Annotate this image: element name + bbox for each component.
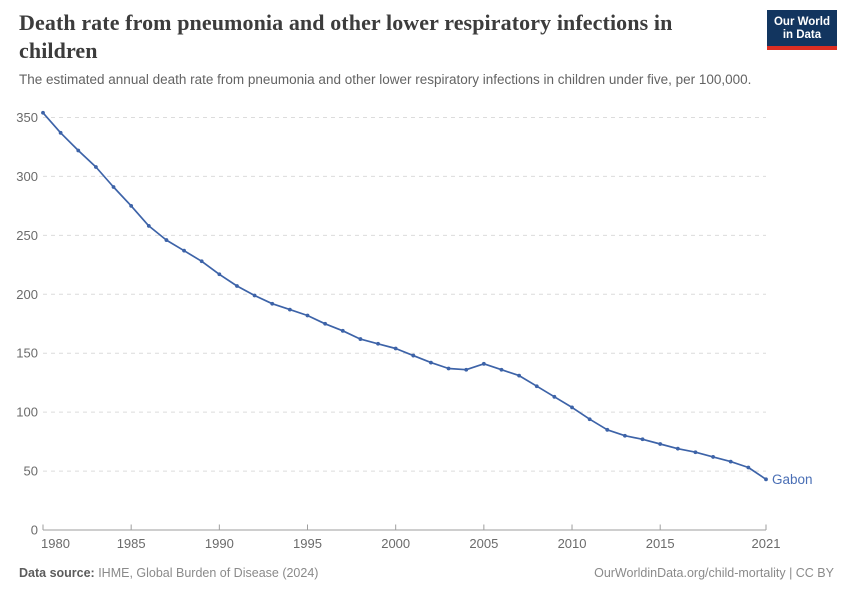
data-point-1996[interactable] [323,321,328,326]
y-tick-label-50: 50 [24,464,38,479]
credit-link[interactable]: OurWorldinData.org/child-mortality | CC … [594,566,834,580]
data-point-1986[interactable] [146,224,151,228]
data-point-2013[interactable] [623,433,627,438]
data-point-2010[interactable] [570,405,574,410]
data-point-2012[interactable] [605,427,610,432]
data-point-2001[interactable] [411,353,416,358]
x-tick-label-2000: 2000 [381,536,410,551]
y-tick-label-200: 200 [16,287,38,302]
data-point-2016[interactable] [675,446,680,451]
x-tick-label-2021: 2021 [752,536,781,551]
data-point-2017[interactable] [693,450,698,455]
x-tick-label-2005: 2005 [469,536,498,551]
data-point-1985[interactable] [129,203,134,208]
x-tick-label-1985: 1985 [117,536,146,551]
x-tick-label-1995: 1995 [293,536,322,551]
y-tick-label-250: 250 [16,228,38,243]
data-source-text: IHME, Global Burden of Disease (2024) [94,566,319,580]
data-point-2002[interactable] [429,360,433,365]
x-tick-label-1980: 1980 [41,536,70,551]
data-point-1999[interactable] [376,341,380,346]
y-tick-label-0: 0 [31,523,38,538]
logo-line-1: Our World [773,16,830,28]
chart-footer: Data source: IHME, Global Burden of Dise… [19,566,834,580]
data-point-1994[interactable] [287,307,292,312]
logo-line-2: in Data [782,29,822,41]
data-point-1993[interactable] [270,301,275,306]
title-line-2: children [19,38,98,63]
data-point-2018[interactable] [711,455,715,459]
y-tick-label-100: 100 [16,405,38,420]
data-point-2004[interactable] [464,367,469,372]
data-point-1995[interactable] [305,313,310,318]
data-point-2021[interactable] [764,477,768,482]
data-point-2007[interactable] [517,373,522,378]
data-point-1984[interactable] [111,185,116,189]
data-point-1981[interactable] [58,130,63,135]
entity-label-gabon: Gabon [772,472,813,487]
y-tick-label-300: 300 [16,169,38,184]
series-line-gabon[interactable] [42,111,767,481]
data-point-2000[interactable] [393,346,398,351]
data-point-2005[interactable] [481,361,486,366]
data-point-1991[interactable] [235,284,239,288]
data-point-1987[interactable] [164,238,169,242]
data-point-1997[interactable] [340,328,345,333]
data-source: Data source: IHME, Global Burden of Dise… [19,566,318,580]
y-tick-label-350: 350 [16,110,38,125]
owid-logo[interactable]: Our World in Data [766,10,837,50]
data-point-1989[interactable] [199,259,204,264]
x-tick-label-2015: 2015 [646,536,675,551]
data-point-1983[interactable] [94,165,98,169]
data-point-1988[interactable] [182,248,186,253]
data-point-2011[interactable] [587,417,592,422]
data-point-2009[interactable] [552,394,557,399]
data-point-2006[interactable] [499,367,504,372]
chart-subtitle: The estimated annual death rate from pne… [19,72,752,87]
data-point-1998[interactable] [358,337,363,341]
data-point-2003[interactable] [446,366,451,371]
page-title: Death rate from pneumonia and other lowe… [19,9,719,65]
data-point-1990[interactable] [217,272,222,277]
data-point-2014[interactable] [640,437,645,442]
x-tick-label-2010: 2010 [558,536,587,551]
data-point-2020[interactable] [746,465,751,470]
data-point-2015[interactable] [658,442,663,446]
x-tick-label-1990: 1990 [205,536,234,551]
title-line-1: Death rate from pneumonia and other lowe… [19,10,673,35]
data-point-1982[interactable] [76,148,81,153]
data-point-1992[interactable] [252,293,257,298]
y-tick-label-150: 150 [16,346,38,361]
data-source-label: Data source: [19,566,95,580]
data-point-2008[interactable] [534,384,539,389]
data-point-1980[interactable] [41,110,45,115]
data-point-2019[interactable] [728,459,733,464]
